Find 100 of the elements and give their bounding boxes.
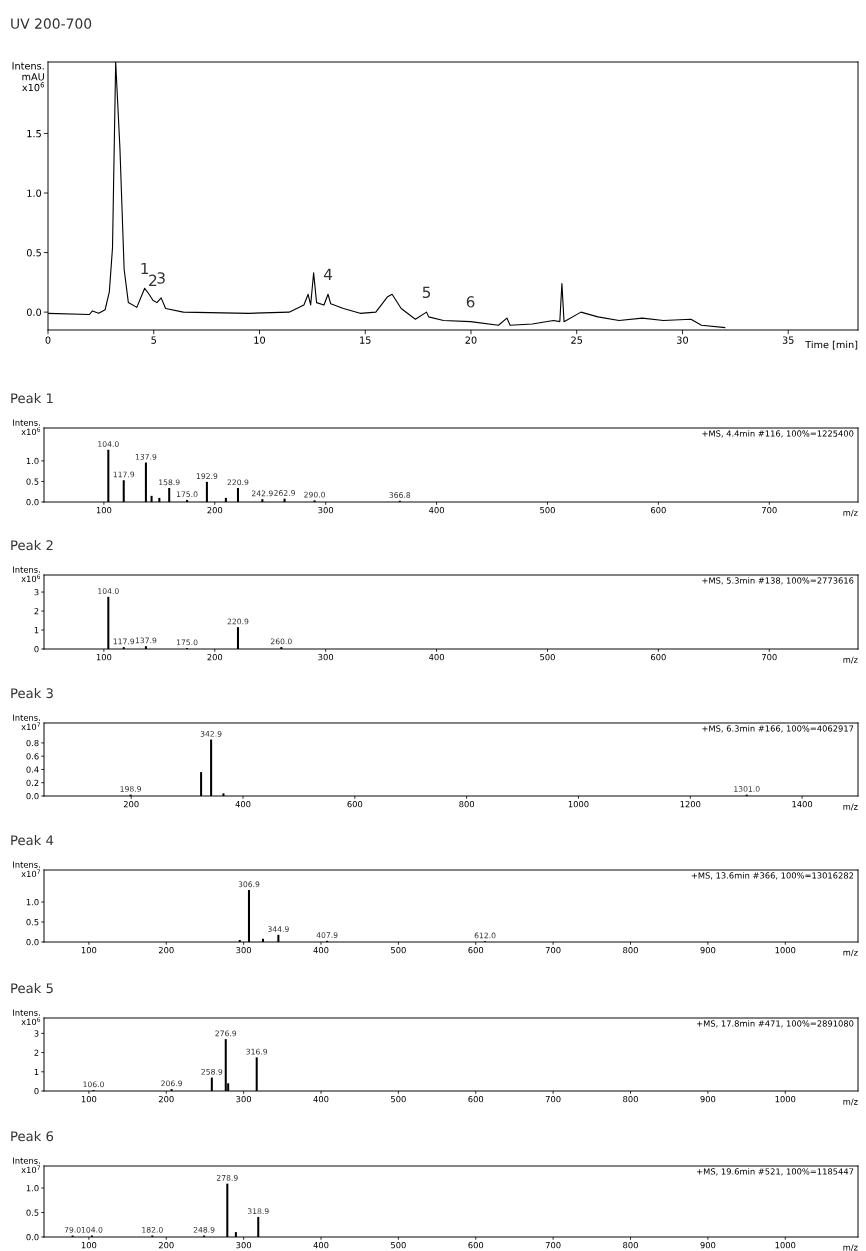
annotation: +MS, 5.3min #138, 100%=2773616	[702, 577, 854, 585]
y-tick-label: 2	[34, 1049, 39, 1056]
y-tick-label: 1.0	[26, 898, 39, 906]
x-tick-label: 10	[254, 336, 266, 344]
x-tick-label: 600	[468, 947, 484, 954]
chart-title: Peak 5	[11, 982, 53, 994]
x-tick-label: 25	[571, 336, 583, 344]
x-axis-title: m/z	[843, 949, 858, 957]
x-tick-label: 200	[207, 507, 223, 514]
y-tick-label: 0.8	[26, 739, 39, 747]
x-tick-label: 35	[782, 336, 794, 344]
x-tick-label: 100	[96, 654, 112, 661]
x-tick-label: 200	[158, 1096, 174, 1103]
x-tick-label: 200	[123, 801, 139, 808]
x-tick-label: 15	[360, 336, 371, 344]
y-tick-label: 1.0	[26, 457, 39, 465]
y-axis-title: Intens. x10$^{6}$	[13, 566, 41, 583]
x-tick-label: 300	[236, 1096, 252, 1103]
annotation: +MS, 6.3min #166, 100%=4062917	[702, 725, 854, 733]
x-tick-label: 700	[762, 507, 777, 514]
x-tick-label: 100	[81, 947, 97, 954]
chart-title: Peak 2	[11, 539, 53, 551]
chart-title: UV 200-700	[11, 18, 92, 29]
y-axis-title: Intens. x10$^{6}$	[13, 419, 41, 436]
y-tick-label: 3	[34, 1030, 39, 1037]
x-tick-label: 400	[429, 507, 444, 514]
annotation: +MS, 19.6min #521, 100%=1185447	[697, 1168, 854, 1176]
annotation: +MS, 13.6min #366, 100%=13016282	[691, 872, 854, 880]
x-tick-label: 700	[545, 947, 561, 954]
annotation: 3	[157, 272, 165, 284]
y-tick-label: 0.0	[26, 308, 42, 316]
y-tick-label: 2	[34, 608, 39, 615]
x-tick-label: 500	[391, 1096, 406, 1103]
y-tick-label: 1	[34, 1068, 39, 1075]
x-tick-label: 100	[81, 1096, 97, 1103]
x-tick-label: 600	[468, 1242, 484, 1249]
y-tick-label: 0.5	[26, 918, 39, 926]
x-tick-label: 400	[313, 947, 329, 954]
x-tick-label: 800	[459, 801, 475, 808]
x-tick-label: 1400	[792, 801, 813, 808]
x-tick-label: 1000	[775, 1242, 796, 1249]
x-axis-title: m/z	[843, 1244, 858, 1251]
x-tick-label: 200	[158, 947, 174, 954]
x-tick-label: 600	[347, 801, 363, 808]
y-tick-label: 1.5	[27, 130, 41, 138]
chart-title: Peak 3	[11, 687, 53, 699]
x-tick-label: 500	[540, 654, 555, 661]
x-tick-label: 300	[236, 1242, 252, 1249]
x-tick-label: 900	[700, 947, 716, 954]
annotation: 5	[422, 286, 431, 299]
y-axis-title: Intens. x10$^{7}$	[13, 714, 40, 731]
x-tick-label: 700	[762, 654, 777, 661]
annotation: 1	[141, 262, 149, 275]
y-tick-label: 0.5	[26, 478, 39, 485]
x-tick-label: 1000	[775, 1096, 796, 1103]
x-tick-label: 500	[391, 1242, 406, 1249]
y-tick-label: 1.0	[27, 189, 42, 197]
y-tick-label: 1.0	[26, 1185, 39, 1192]
y-tick-label: 0	[34, 645, 39, 653]
x-tick-label: 1000	[568, 801, 589, 808]
y-axis-title: Intens. mAU x10$^{6}$	[12, 62, 45, 92]
x-axis-title: m/z	[843, 1098, 858, 1106]
y-tick-label: 0.0	[26, 938, 39, 946]
x-tick-label: 400	[313, 1242, 329, 1249]
y-axis-title: Intens. x10$^{7}$	[13, 1157, 40, 1174]
y-tick-label: 0.6	[26, 753, 39, 760]
annotation: +MS, 4.4min #116, 100%=1225400	[702, 430, 854, 438]
x-tick-label: 300	[318, 654, 334, 661]
annotation: 4	[323, 268, 333, 280]
x-tick-label: 200	[207, 654, 223, 661]
y-tick-label: 0.5	[26, 249, 41, 257]
x-tick-label: 1000	[775, 947, 796, 954]
x-tick-label: 500	[540, 507, 555, 514]
x-tick-label: 20	[465, 336, 477, 344]
x-tick-label: 700	[545, 1242, 561, 1249]
x-tick-label: 5	[151, 336, 156, 344]
annotation: 6	[466, 296, 475, 308]
x-axis-title: m/z	[843, 656, 858, 664]
chart-title: Peak 1	[11, 392, 53, 404]
y-tick-label: 0.0	[26, 498, 39, 506]
x-tick-label: 1200	[680, 801, 701, 808]
x-tick-label: 300	[318, 507, 334, 514]
x-tick-label: 0	[45, 336, 51, 344]
x-tick-label: 800	[623, 1096, 638, 1103]
x-tick-label: 500	[391, 947, 406, 954]
y-tick-label: 0	[34, 1087, 39, 1095]
x-tick-label: 900	[700, 1242, 716, 1249]
x-tick-label: 800	[623, 947, 638, 954]
x-tick-label: 700	[545, 1096, 561, 1103]
x-tick-label: 200	[158, 1242, 174, 1249]
y-axis-title: Intens. x10$^{6}$	[13, 1009, 41, 1026]
y-tick-label: 0.0	[26, 792, 39, 800]
x-axis-title: m/z	[843, 803, 858, 811]
x-tick-label: 600	[468, 1096, 484, 1103]
y-tick-label: 0.4	[26, 766, 39, 773]
y-axis-title: Intens. x10$^{7}$	[13, 861, 40, 878]
annotation: +MS, 17.8min #471, 100%=2891080	[697, 1020, 854, 1028]
y-tick-label: 0.5	[26, 1209, 39, 1216]
x-tick-label: 900	[700, 1096, 716, 1103]
x-tick-label: 100	[81, 1242, 97, 1249]
